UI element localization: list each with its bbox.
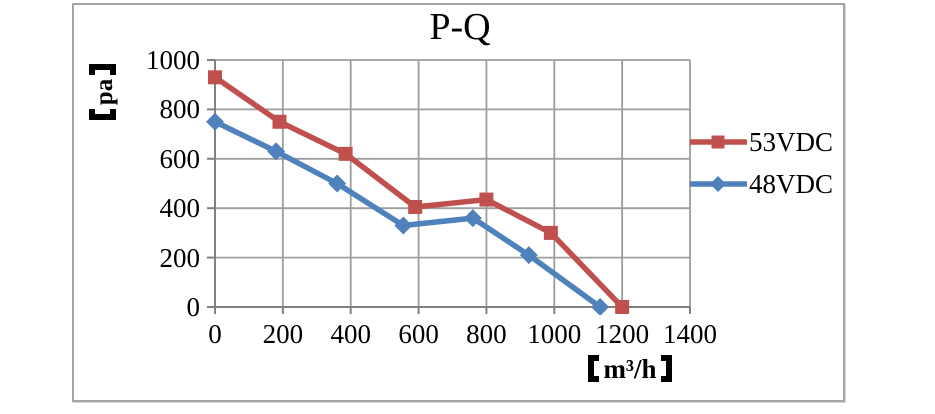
marker-diamond-48vdc	[519, 246, 538, 265]
marker-square-53vdc	[615, 300, 630, 314]
x-tick-label: 600	[398, 319, 439, 349]
x-tick-label: 800	[466, 319, 507, 349]
marker-diamond-48vdc	[328, 174, 347, 193]
marker-square-53vdc	[272, 114, 287, 129]
plot-area	[206, 59, 691, 315]
y-tick-label: 1000	[146, 45, 200, 75]
marker-square-53vdc	[338, 146, 353, 161]
y-tick-label: 200	[159, 242, 201, 273]
y-tick-label: 800	[159, 94, 201, 125]
x-tick-label: 1400	[663, 319, 717, 349]
legend-key-53vdc	[690, 135, 747, 149]
marker-square-53vdc	[543, 225, 558, 240]
right-lenticular-bracket	[660, 355, 672, 382]
axis-title-text: m³/h	[603, 354, 657, 384]
x-tick-label: 0	[208, 319, 222, 349]
marker-diamond-48vdc	[267, 142, 286, 161]
y-tick-label: 400	[159, 193, 201, 224]
legend-item-48vdc: 48VDC	[690, 167, 833, 201]
legend-marker-square-53vdc	[711, 135, 725, 149]
marker-diamond-48vdc	[394, 216, 413, 235]
x-tick-label: 200	[262, 319, 304, 349]
marker-diamond-48vdc	[463, 209, 482, 228]
marker-diamond-48vdc	[591, 298, 610, 315]
y-tick-label: 0	[186, 292, 201, 322]
legend-item-53vdc: 53VDC	[690, 125, 833, 159]
y-tick-label: 600	[159, 143, 201, 174]
legend-label-48vdc: 48VDC	[749, 168, 834, 199]
chart-title: P-Q	[429, 6, 491, 48]
marker-square-53vdc	[408, 199, 423, 214]
x-axis-title: m³/h	[552, 354, 708, 385]
legend-marker-diamond-48vdc	[710, 176, 726, 192]
x-tick-label: 400	[330, 319, 371, 349]
marker-square-53vdc	[479, 192, 494, 207]
left-lenticular-bracket	[588, 355, 600, 382]
marker-square-53vdc	[208, 70, 222, 85]
x-tick-label: 1000	[527, 319, 582, 349]
marker-diamond-48vdc	[206, 112, 224, 131]
x-tick-label: 1200	[595, 319, 650, 349]
legend-label-53vdc: 53VDC	[749, 126, 834, 157]
legend-key-48vdc	[690, 176, 747, 192]
legend: 53VDC 48VDC	[690, 125, 833, 209]
